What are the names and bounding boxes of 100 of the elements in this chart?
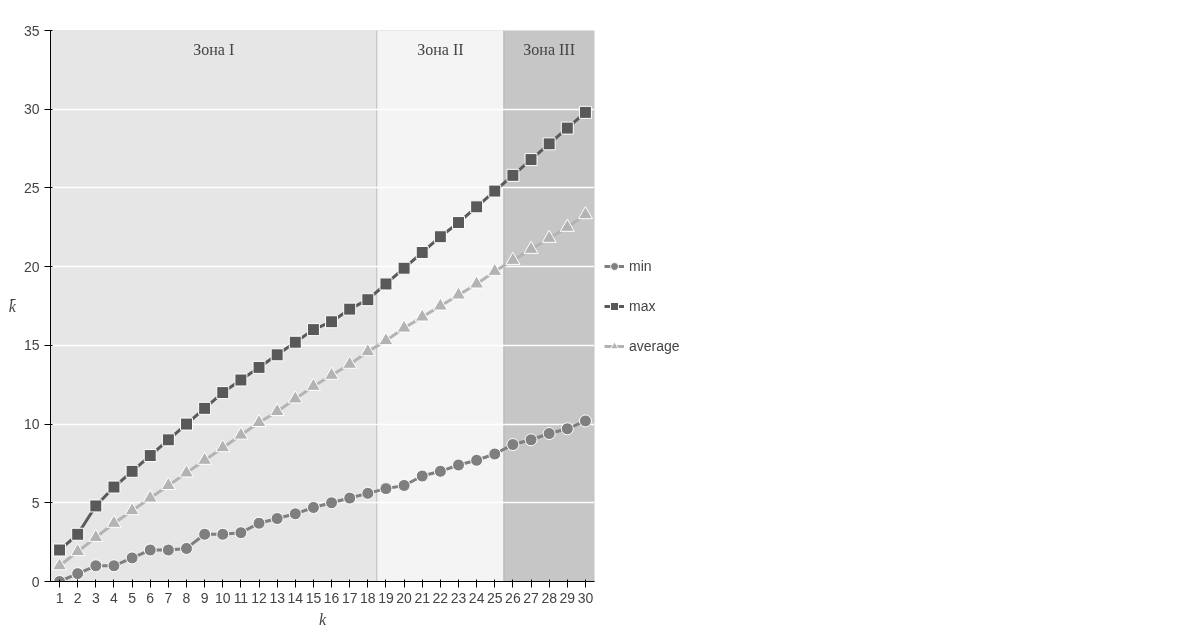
point [432,297,448,311]
point [415,469,429,483]
y-tick-label: 10 [23,416,40,433]
point [234,373,248,387]
y-tick-label: 30 [23,101,40,118]
point [451,286,466,300]
point [523,240,539,254]
point [161,543,175,557]
point [324,366,340,380]
point [70,543,86,557]
x-tick-label: 29 [559,589,576,606]
point [198,527,212,541]
x-tick-label: 2 [73,589,82,606]
point [125,464,139,478]
x-tick-label: 11 [233,589,249,606]
point [378,332,394,346]
point [325,496,339,510]
point [198,401,212,415]
x-tick-label: 13 [269,589,286,606]
point [52,557,68,571]
x-tick-label: 8 [182,589,191,606]
point [470,200,484,214]
point [506,168,520,182]
x-tick-label: 9 [200,589,209,606]
point [470,453,484,467]
point [161,433,175,447]
point [234,526,248,540]
point [216,527,230,541]
band-label: Зона II [417,40,464,58]
point [233,426,249,440]
point [124,502,140,516]
x-tick-label: 19 [378,589,394,606]
point [269,402,285,417]
point [452,458,465,472]
y-tick-label: 25 [23,179,40,196]
point [506,438,520,452]
point [88,528,104,542]
x-tick-label: 18 [360,589,376,606]
point [342,355,358,369]
point [343,302,357,316]
x-tick-label: 15 [305,589,322,606]
x-tick-label: 1 [55,589,64,606]
point [397,478,411,492]
point [53,543,67,557]
point [71,567,85,581]
point [143,543,157,557]
point [379,277,393,291]
y-tick-label: 20 [23,258,40,275]
point [252,360,266,374]
point [452,216,465,230]
point [197,451,213,465]
point [414,308,430,322]
point [252,516,266,530]
x-tick-label: 10 [214,589,231,606]
point [125,551,139,565]
point [107,559,121,573]
point [107,480,121,494]
x-tick-label: 21 [414,589,431,606]
x-tick-label: 28 [541,589,558,606]
point [142,489,158,503]
y-tick-label: 5 [31,494,40,511]
x-tick-label: 14 [287,589,304,606]
point [524,153,538,167]
x-tick-label: 22 [432,589,449,606]
band-label: Зона I [193,40,235,58]
point [379,482,393,496]
y-tick-label: 0 [31,573,40,590]
point [288,507,302,521]
x-tick-label: 24 [468,589,485,606]
x-tick-label: 3 [91,589,100,606]
point [560,121,574,135]
point [216,386,230,400]
point [288,335,302,349]
point [578,105,592,119]
point [305,377,321,391]
x-tick-label: 25 [486,589,503,606]
x-tick-label: 17 [341,589,358,606]
point [415,245,429,259]
x-tick-label: 23 [450,589,467,606]
point [71,527,85,541]
point [560,422,574,436]
point [433,230,447,244]
legend-label: max [629,297,656,314]
y-tick-label: 35 [23,22,40,39]
x-tick-label: 20 [396,589,413,606]
point [89,499,103,513]
x-tick-label: 5 [128,589,137,606]
point [343,491,357,505]
x-tick-label: 26 [505,589,521,606]
band-label: Зона III [523,40,576,58]
x-axis-title: k [318,610,327,628]
x-tick-label: 16 [323,589,340,606]
x-tick-label: 27 [523,589,540,606]
point [505,251,521,265]
legend-label: min [629,257,652,274]
point [180,417,193,431]
point [287,390,303,404]
point [488,447,502,461]
point [179,464,194,478]
point [270,512,284,526]
